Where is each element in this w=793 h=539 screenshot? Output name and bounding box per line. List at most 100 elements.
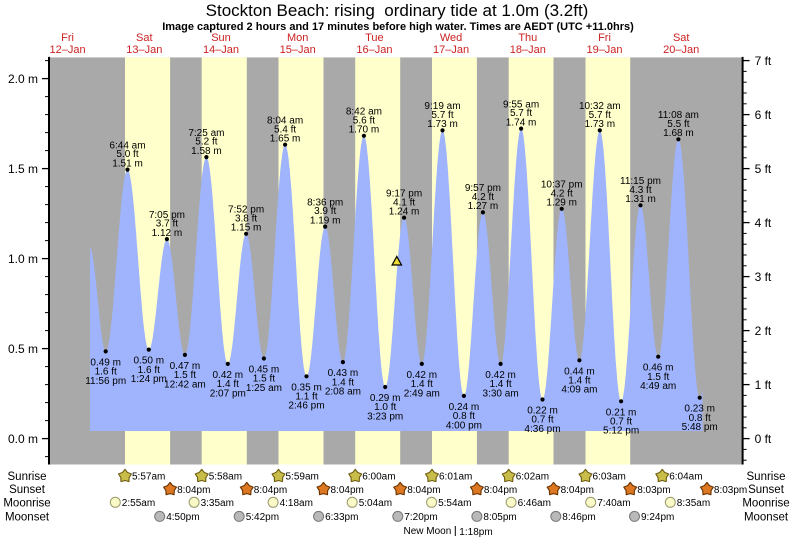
- svg-text:0.24 m: 0.24 m: [449, 402, 480, 413]
- svg-text:7:40am: 7:40am: [597, 498, 630, 509]
- svg-text:8:04pm: 8:04pm: [254, 485, 287, 496]
- svg-text:11:08 am: 11:08 am: [658, 110, 699, 121]
- svg-text:1:18pm: 1:18pm: [459, 527, 492, 538]
- svg-text:1.58 m: 1.58 m: [191, 146, 222, 157]
- svg-text:8:35am: 8:35am: [677, 498, 710, 509]
- svg-text:Thu: Thu: [518, 32, 537, 44]
- svg-text:6:01am: 6:01am: [439, 472, 472, 483]
- svg-text:8:04 am: 8:04 am: [267, 115, 303, 126]
- svg-text:6:02am: 6:02am: [516, 472, 549, 483]
- svg-text:2 ft: 2 ft: [755, 324, 772, 338]
- svg-text:13–Jan: 13–Jan: [126, 44, 162, 56]
- svg-text:5.7 ft: 5.7 ft: [589, 110, 611, 121]
- svg-text:8:04pm: 8:04pm: [484, 485, 517, 496]
- svg-text:Moonrise: Moonrise: [742, 497, 789, 509]
- svg-text:5.5 ft: 5.5 ft: [667, 119, 689, 130]
- svg-text:0.0 m: 0.0 m: [8, 432, 38, 446]
- svg-text:1.31 m: 1.31 m: [625, 194, 656, 205]
- svg-text:Moonrise: Moonrise: [3, 497, 50, 509]
- svg-text:8:04pm: 8:04pm: [331, 485, 364, 496]
- svg-text:1:24 pm: 1:24 pm: [131, 374, 167, 385]
- svg-text:0.46 m: 0.46 m: [643, 363, 674, 374]
- svg-text:4 ft: 4 ft: [755, 216, 772, 230]
- svg-text:7 ft: 7 ft: [755, 54, 772, 68]
- svg-text:1.5 m: 1.5 m: [8, 162, 38, 176]
- svg-text:5:59am: 5:59am: [286, 472, 319, 483]
- svg-text:1.6 ft: 1.6 ft: [95, 367, 117, 378]
- svg-text:Moonset: Moonset: [5, 511, 50, 523]
- svg-text:11:56 pm: 11:56 pm: [85, 376, 126, 387]
- svg-text:11:15 pm: 11:15 pm: [620, 176, 661, 187]
- svg-text:2.0 m: 2.0 m: [8, 72, 38, 86]
- svg-text:6:44 am: 6:44 am: [109, 140, 145, 151]
- svg-text:Image captured 2 hours and 17: Image captured 2 hours and 17 minutes be…: [162, 21, 634, 33]
- svg-text:6:46am: 6:46am: [518, 498, 551, 509]
- svg-text:1.4 ft: 1.4 ft: [217, 379, 239, 390]
- svg-text:1.1 ft: 1.1 ft: [295, 392, 317, 403]
- svg-text:4:36 pm: 4:36 pm: [524, 424, 560, 435]
- svg-text:1.19 m: 1.19 m: [310, 215, 341, 226]
- svg-text:2:07 pm: 2:07 pm: [210, 388, 246, 399]
- svg-text:9:55 am: 9:55 am: [503, 99, 539, 110]
- svg-text:1.15 m: 1.15 m: [231, 223, 262, 234]
- svg-text:8:04pm: 8:04pm: [407, 485, 440, 496]
- svg-text:5.7 ft: 5.7 ft: [431, 110, 453, 121]
- svg-text:Moonset: Moonset: [744, 511, 789, 523]
- svg-text:1.4 ft: 1.4 ft: [332, 377, 354, 388]
- svg-text:9:17 pm: 9:17 pm: [386, 188, 422, 199]
- svg-text:0.29 m: 0.29 m: [370, 393, 401, 404]
- svg-text:6:04am: 6:04am: [669, 472, 702, 483]
- svg-text:Sunrise: Sunrise: [747, 471, 786, 483]
- svg-text:1.5 ft: 1.5 ft: [647, 372, 669, 383]
- svg-text:1.65 m: 1.65 m: [270, 133, 301, 144]
- svg-text:0.8 ft: 0.8 ft: [689, 413, 711, 424]
- svg-text:0.49 m: 0.49 m: [90, 357, 121, 368]
- svg-text:Sunrise: Sunrise: [8, 471, 47, 483]
- svg-text:Tue: Tue: [365, 32, 384, 44]
- svg-text:8:46pm: 8:46pm: [562, 512, 595, 523]
- svg-text:5 ft: 5 ft: [755, 162, 772, 176]
- svg-text:2:55am: 2:55am: [122, 498, 155, 509]
- svg-text:6:00am: 6:00am: [362, 472, 395, 483]
- svg-text:9:19 am: 9:19 am: [424, 101, 460, 112]
- svg-text:1.4 ft: 1.4 ft: [568, 376, 590, 387]
- svg-text:12–Jan: 12–Jan: [50, 44, 86, 56]
- svg-text:1 ft: 1 ft: [755, 378, 772, 392]
- svg-text:0 ft: 0 ft: [755, 432, 772, 446]
- svg-text:18–Jan: 18–Jan: [510, 44, 546, 56]
- svg-text:Wed: Wed: [440, 32, 462, 44]
- svg-text:5.6 ft: 5.6 ft: [353, 115, 375, 126]
- svg-text:1.0 ft: 1.0 ft: [374, 402, 396, 413]
- svg-text:3:23 pm: 3:23 pm: [367, 411, 403, 422]
- svg-text:8:42 am: 8:42 am: [346, 107, 382, 118]
- svg-text:4.3 ft: 4.3 ft: [629, 185, 651, 196]
- svg-text:3:30 am: 3:30 am: [483, 388, 519, 399]
- svg-text:15–Jan: 15–Jan: [280, 44, 316, 56]
- svg-text:3 ft: 3 ft: [755, 270, 772, 284]
- svg-text:0.42 m: 0.42 m: [213, 370, 244, 381]
- svg-text:19–Jan: 19–Jan: [586, 44, 622, 56]
- svg-text:9:24pm: 9:24pm: [641, 512, 674, 523]
- svg-text:1.5 ft: 1.5 ft: [253, 374, 275, 385]
- svg-text:0.42 m: 0.42 m: [485, 370, 516, 381]
- svg-text:1:25 am: 1:25 am: [246, 383, 282, 394]
- svg-text:4.2 ft: 4.2 ft: [551, 188, 573, 199]
- svg-text:10:37 pm: 10:37 pm: [541, 180, 583, 191]
- svg-text:0.50 m: 0.50 m: [134, 356, 165, 367]
- svg-text:Mon: Mon: [287, 32, 308, 44]
- svg-text:5:04am: 5:04am: [359, 498, 392, 509]
- svg-text:5.2 ft: 5.2 ft: [195, 137, 217, 148]
- svg-text:1.0 m: 1.0 m: [8, 252, 38, 266]
- svg-text:4:18am: 4:18am: [280, 498, 313, 509]
- svg-text:0.44 m: 0.44 m: [564, 366, 595, 377]
- svg-text:3:35am: 3:35am: [201, 498, 234, 509]
- svg-text:Sat: Sat: [136, 32, 153, 44]
- svg-text:5:54am: 5:54am: [438, 498, 471, 509]
- svg-text:20–Jan: 20–Jan: [663, 44, 699, 56]
- svg-text:0.45 m: 0.45 m: [249, 365, 280, 376]
- svg-text:1.29 m: 1.29 m: [546, 198, 577, 209]
- svg-text:2:46 pm: 2:46 pm: [288, 401, 324, 412]
- svg-text:8:03pm: 8:03pm: [714, 485, 747, 496]
- svg-text:8:04pm: 8:04pm: [561, 485, 594, 496]
- svg-text:0.7 ft: 0.7 ft: [610, 417, 632, 428]
